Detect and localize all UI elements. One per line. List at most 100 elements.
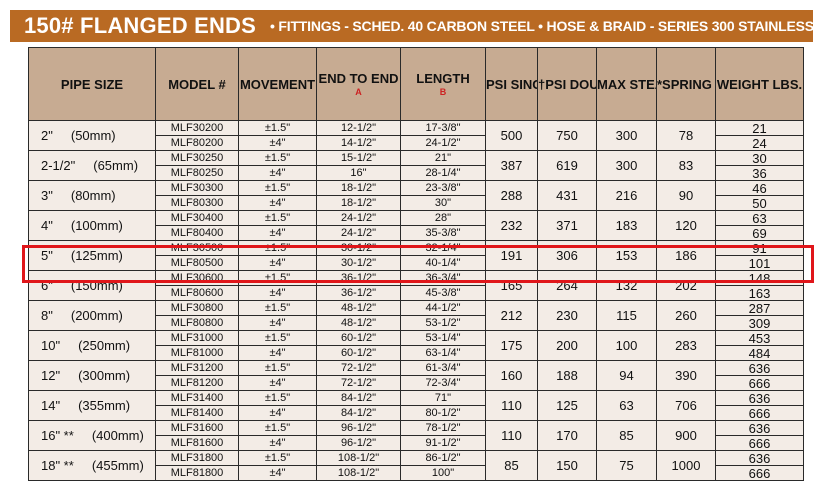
pipe-size-mm: (300mm) [78, 368, 131, 383]
movement-cell: ±1.5" [238, 330, 317, 346]
psi-single-cell: 500 [485, 120, 538, 151]
length-cell: 91-1/2" [400, 435, 486, 451]
spring-force-cell: 1000 [656, 450, 716, 481]
movement-cell: ±1.5" [238, 300, 317, 316]
weight-cell: 666 [715, 405, 804, 421]
model-cell: MLF80500 [155, 255, 239, 271]
pipe-size-mm: (355mm) [78, 398, 131, 413]
spec-table: PIPE SIZE MODEL # MOVEMENT END TO END A L… [28, 47, 804, 481]
end-to-end-cell: 84-1/2" [316, 405, 401, 421]
model-cell: MLF80300 [155, 195, 239, 211]
end-to-end-cell: 30-1/2" [316, 240, 401, 256]
model-cell: MLF31200 [155, 360, 239, 376]
psi-single-cell: 387 [485, 150, 538, 181]
spring-force-cell: 706 [656, 390, 716, 421]
weight-cell: 63 [715, 210, 804, 226]
psi-double-cell: 371 [537, 210, 597, 241]
end-to-end-cell: 48-1/2" [316, 315, 401, 331]
title-banner: 150# FLANGED ENDS • FITTINGS - SCHED. 40… [10, 10, 813, 42]
psi-double-cell: 264 [537, 270, 597, 301]
spring-force-cell: 202 [656, 270, 716, 301]
end-to-end-cell: 36-1/2" [316, 285, 401, 301]
psi-single-cell: 110 [485, 390, 538, 421]
max-steam-cell: 300 [596, 150, 657, 181]
table-body: 2" (50mm) MLF30200 ±1.5" 12-1/2" 17-3/8" 500 75… [28, 120, 804, 481]
length-cell: 28" [400, 210, 486, 226]
pipe-size-inch: 5" [41, 248, 53, 263]
pipe-size-mm: (65mm) [93, 158, 139, 173]
length-cell: 53-1/2" [400, 315, 486, 331]
pipe-size-inch: 18" ** [41, 458, 74, 473]
max-steam-cell: 75 [596, 450, 657, 481]
weight-cell: 636 [715, 390, 804, 406]
spring-force-cell: 120 [656, 210, 716, 241]
psi-double-cell: 188 [537, 360, 597, 391]
spring-force-cell: 900 [656, 420, 716, 451]
model-cell: MLF30250 [155, 150, 239, 166]
weight-cell: 21 [715, 120, 804, 136]
model-cell: MLF31400 [155, 390, 239, 406]
length-cell: 61-3/4" [400, 360, 486, 376]
table-row: 2" (50mm) MLF30200 ±1.5" 12-1/2" 17-3/8" 500 75… [28, 120, 804, 151]
model-cell: MLF80250 [155, 165, 239, 181]
max-steam-cell: 216 [596, 180, 657, 211]
spring-force-cell: 390 [656, 360, 716, 391]
weight-cell: 309 [715, 315, 804, 331]
weight-cell: 46 [715, 180, 804, 196]
model-cell: MLF30200 [155, 120, 239, 136]
movement-cell: ±4" [238, 135, 317, 151]
table-row: MLF81200 ±4" 72-1/2" 72-3/4" 666 [29, 375, 804, 391]
weight-cell: 666 [715, 435, 804, 451]
end-to-end-cell: 60-1/2" [316, 330, 401, 346]
header-length: LENGTH B [400, 47, 486, 121]
table-row: 4" (100mm) MLF30400 ±1.5" 24-1/2" 28" 232 371 18… [28, 210, 804, 241]
model-cell: MLF30600 [155, 270, 239, 286]
model-cell: MLF80600 [155, 285, 239, 301]
movement-cell: ±1.5" [238, 240, 317, 256]
weight-cell: 163 [715, 285, 804, 301]
table-row: 18" ** (455mm) MLF31800 ±1.5" 108-1/2" 86-1/2… [28, 450, 804, 481]
table-row: 14" (355mm) MLF31400 ±1.5" 84-1/2" 71" 110 125 6… [28, 390, 804, 421]
table-row: 6" (150mm) MLF30600 ±1.5" 36-1/2" 36-3/4" 165 2… [28, 270, 804, 301]
length-cell: 72-3/4" [400, 375, 486, 391]
weight-cell: 484 [715, 345, 804, 361]
pipe-size-inch: 4" [41, 218, 53, 233]
length-cell: 24-1/2" [400, 135, 486, 151]
pipe-size-inch: 2" [41, 128, 53, 143]
end-to-end-cell: 24-1/2" [316, 210, 401, 226]
end-to-end-cell: 72-1/2" [316, 375, 401, 391]
movement-cell: ±4" [238, 345, 317, 361]
model-cell: MLF81800 [155, 465, 239, 481]
psi-double-cell: 750 [537, 120, 597, 151]
weight-cell: 666 [715, 465, 804, 481]
psi-single-cell: 191 [485, 240, 538, 271]
movement-cell: ±4" [238, 165, 317, 181]
pipe-size-mm: (50mm) [70, 128, 116, 143]
max-steam-cell: 63 [596, 390, 657, 421]
end-to-end-cell: 108-1/2" [316, 450, 401, 466]
table-row: MLF80800 ±4" 48-1/2" 53-1/2" 309 [29, 315, 804, 331]
banner-subtitle: • FITTINGS - SCHED. 40 CARBON STEEL • HO… [270, 18, 813, 34]
pipe-size-cell: 4" (100mm) [28, 210, 156, 241]
psi-double-cell: 200 [537, 330, 597, 361]
model-cell: MLF80200 [155, 135, 239, 151]
end-to-end-cell: 15-1/2" [316, 150, 401, 166]
end-to-end-cell: 96-1/2" [316, 435, 401, 451]
weight-cell: 101 [715, 255, 804, 271]
pipe-size-inch: 2-1/2" [41, 158, 76, 173]
movement-cell: ±4" [238, 255, 317, 271]
movement-cell: ±1.5" [238, 210, 317, 226]
end-to-end-cell: 14-1/2" [316, 135, 401, 151]
header-max-steam: MAX STEAM PRESS. [596, 47, 657, 121]
pipe-size-cell: 8" (200mm) [28, 300, 156, 331]
end-to-end-cell: 30-1/2" [316, 255, 401, 271]
pipe-size-mm: (200mm) [70, 308, 123, 323]
spring-force-cell: 186 [656, 240, 716, 271]
weight-cell: 50 [715, 195, 804, 211]
header-end-to-end: END TO END A [316, 47, 401, 121]
movement-cell: ±1.5" [238, 180, 317, 196]
psi-single-cell: 85 [485, 450, 538, 481]
model-cell: MLF31600 [155, 420, 239, 436]
table-row: MLF80600 ±4" 36-1/2" 45-3/8" 163 [29, 285, 804, 301]
psi-double-cell: 619 [537, 150, 597, 181]
